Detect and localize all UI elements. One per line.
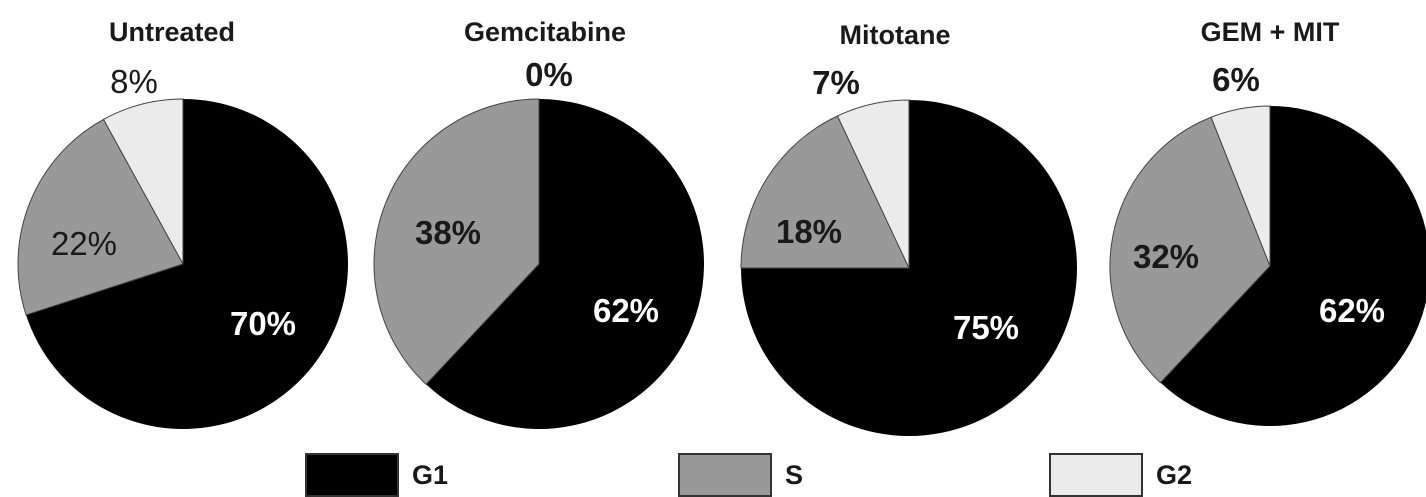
slice-label-gem-mit-g1: 62%	[1319, 292, 1385, 329]
slice-gem-mit-g2	[1210, 105, 1271, 267]
pie-mitotane: Mitotane 75% 18% 7%	[740, 20, 1077, 436]
slice-label-gem-mit-s: 32%	[1133, 238, 1199, 275]
legend-label-g2: G2	[1156, 460, 1192, 490]
slice-label-untreated-g2: 8%	[110, 63, 158, 100]
slice-mitotane-g2	[836, 99, 910, 269]
slice-label-untreated-s: 22%	[51, 225, 117, 262]
pie-untreated: Untreated 70% 22% 8%	[17, 17, 349, 429]
pie-title-mitotane: Mitotane	[840, 20, 951, 50]
slice-label-gemcitabine-s: 38%	[415, 214, 481, 251]
slice-untreated-g1	[26, 99, 349, 429]
slice-gemcitabine-s	[373, 98, 540, 385]
slice-label-gemcitabine-g1: 62%	[593, 292, 659, 329]
pie-gem-mit: GEM + MIT 62% 32% 6%	[1109, 17, 1426, 426]
legend: G1 S G2	[305, 453, 1192, 497]
legend-swatch-g1	[305, 453, 399, 497]
slice-label-mitotane-g1: 75%	[953, 309, 1019, 346]
slice-untreated-g2	[102, 98, 184, 265]
pie-title-gem-mit: GEM + MIT	[1201, 17, 1340, 47]
slice-gemcitabine-g1	[426, 99, 705, 429]
slice-gem-mit-s	[1109, 116, 1271, 384]
slice-label-gem-mit-g2: 6%	[1212, 61, 1260, 98]
legend-swatch-g2	[1049, 453, 1143, 497]
slice-label-mitotane-s: 18%	[776, 213, 842, 250]
slice-mitotane-s	[740, 115, 910, 269]
legend-label-g1: G1	[412, 460, 448, 490]
pie-title-gemcitabine: Gemcitabine	[464, 17, 626, 47]
slice-gem-mit-g1	[1160, 106, 1426, 426]
pie-gemcitabine: Gemcitabine 62% 38% 0%	[373, 17, 705, 429]
legend-label-s: S	[785, 460, 803, 490]
legend-swatch-s	[678, 453, 772, 497]
slice-label-mitotane-g2: 7%	[812, 64, 860, 101]
pie-title-untreated: Untreated	[109, 17, 235, 47]
slice-untreated-s	[17, 118, 184, 316]
slice-label-untreated-g1: 70%	[230, 305, 296, 342]
slice-label-gemcitabine-g2: 0%	[525, 56, 573, 93]
